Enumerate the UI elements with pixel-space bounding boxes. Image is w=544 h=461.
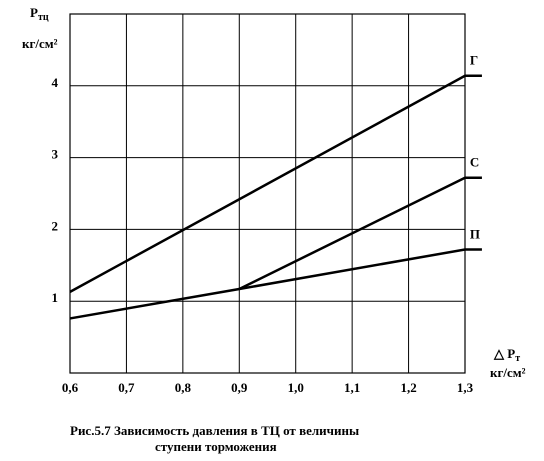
data-line [238,176,482,291]
y-tick-label: 4 [52,75,59,90]
x-label-sub: т [515,353,520,364]
series-label: С [470,155,479,170]
caption-line: ступени торможения [155,439,277,454]
series-label: Г [470,53,478,68]
caption-line: Рис.5.7 Зависимость давления в ТЦ от вел… [70,423,359,438]
x-tick-label: 1,3 [457,380,474,395]
x-tick-label: 0,9 [231,380,248,395]
y-tick-label: 1 [52,290,59,305]
x-tick-label: 1,1 [344,380,360,395]
y-tick-label: 2 [52,218,59,233]
y-label-sub: тц [38,12,49,23]
x-label-main: △ P [493,346,515,361]
x-tick-label: 0,7 [118,380,135,395]
x-tick-label: 0,6 [62,380,79,395]
x-axis-unit: кг/см² [490,365,526,380]
data-line [69,248,482,320]
x-axis-label: △ Pт [493,346,520,364]
plot-frame [69,13,466,374]
y-axis-label: Pтц [30,5,49,23]
series-label: П [470,226,480,241]
x-tick-label: 0,8 [175,380,192,395]
y-tick-label: 3 [52,147,59,162]
x-tick-label: 1,0 [288,380,304,395]
x-tick-label: 1,2 [400,380,416,395]
y-axis-unit: кг/см² [22,36,58,51]
y-label-main: P [30,5,38,20]
data-line [69,74,482,293]
